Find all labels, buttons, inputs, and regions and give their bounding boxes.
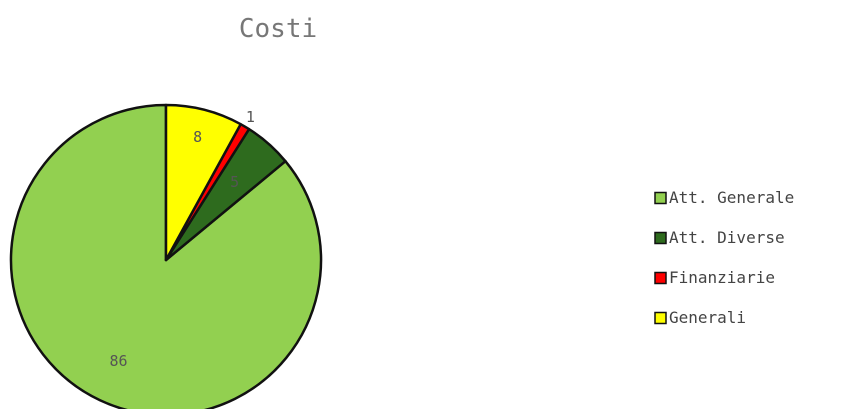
chart-legend: Att. Generale Att. Diverse Finanziarie Gene… <box>655 188 794 327</box>
legend-label-finanziarie: Finanziarie <box>669 268 775 287</box>
data-label-att-diverse: 5 <box>230 173 239 191</box>
legend-label-generali: Generali <box>669 308 746 327</box>
pie-slices <box>11 105 321 409</box>
legend-label-att-diverse: Att. Diverse <box>669 228 785 247</box>
data-label-finanziarie: 1 <box>246 108 255 126</box>
legend-swatch-att-generale <box>655 193 666 204</box>
chart-title: Costi <box>239 14 317 44</box>
data-label-att-generale: 86 <box>109 352 127 370</box>
legend-label-att-generale: Att. Generale <box>669 188 794 207</box>
legend-swatch-att-diverse <box>655 233 666 244</box>
data-label-generali: 8 <box>193 128 202 146</box>
legend-swatch-generali <box>655 313 666 324</box>
legend-swatch-finanziarie <box>655 273 666 284</box>
